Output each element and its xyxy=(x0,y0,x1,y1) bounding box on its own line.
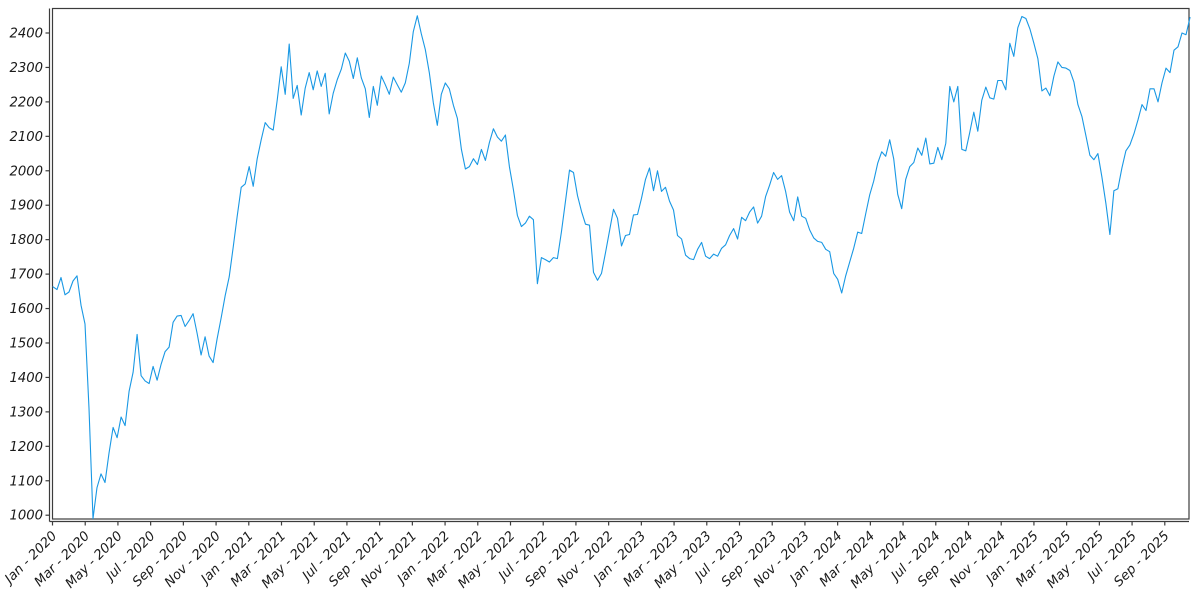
y-tick-label: 1900 xyxy=(9,199,43,214)
y-tick-label: 1200 xyxy=(9,440,43,455)
y-tick-label: 1800 xyxy=(9,233,43,248)
y-tick-label: 2200 xyxy=(9,95,43,110)
y-tick-label: 2400 xyxy=(9,27,43,42)
y-tick-label: 1100 xyxy=(9,474,43,489)
y-tick-label: 1600 xyxy=(9,302,43,317)
y-tick-label: 2100 xyxy=(9,130,43,145)
y-tick-label: 1700 xyxy=(9,268,43,283)
y-tick-label: 1300 xyxy=(9,405,43,420)
price-line-series xyxy=(52,15,1191,520)
y-tick-label: 2300 xyxy=(9,61,43,76)
y-tick-label: 1500 xyxy=(9,336,43,351)
y-tick-label: 1400 xyxy=(9,371,43,386)
y-tick-label: 1000 xyxy=(9,509,43,524)
plot-border xyxy=(51,7,1190,520)
y-tick-label: 2000 xyxy=(9,164,43,179)
